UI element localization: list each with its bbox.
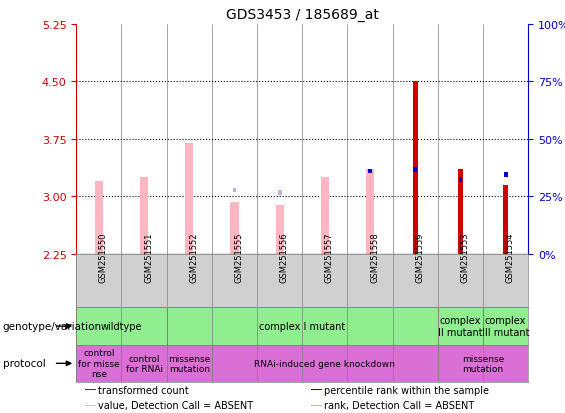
Bar (76, 345, 121, 382)
Bar (412, 82, 418, 254)
Bar (438, 345, 528, 382)
Text: GSM251550: GSM251550 (99, 232, 108, 282)
Text: GSM251559: GSM251559 (415, 232, 424, 282)
Bar (368, 169, 372, 174)
Bar (212, 345, 438, 382)
Text: complex I mutant: complex I mutant (259, 321, 345, 331)
Bar (185, 143, 193, 254)
Text: rank, Detection Call = ABSENT: rank, Detection Call = ABSENT (324, 400, 474, 410)
Bar (311, 389, 322, 390)
Text: GSM251554: GSM251554 (506, 232, 515, 282)
Bar (503, 185, 508, 254)
Bar (76, 308, 167, 345)
Bar (483, 308, 528, 345)
Bar (438, 308, 483, 345)
Text: genotype/variation: genotype/variation (3, 321, 102, 331)
Bar (167, 308, 438, 345)
Text: GSM251556: GSM251556 (280, 231, 289, 282)
Text: missense
mutation: missense mutation (462, 354, 504, 373)
Bar (278, 190, 281, 195)
Bar (276, 206, 284, 254)
Bar (504, 173, 507, 178)
Text: GSM251553: GSM251553 (460, 231, 470, 282)
Text: transformed count: transformed count (98, 385, 189, 395)
Text: GSM251555: GSM251555 (234, 232, 244, 282)
Bar (85, 389, 96, 390)
Text: complex
II mutant: complex II mutant (438, 316, 483, 337)
Text: GSM251551: GSM251551 (144, 232, 153, 282)
Text: missense
mutation: missense mutation (168, 354, 210, 373)
Bar (321, 178, 329, 254)
Text: RNAi-induced gene knockdown: RNAi-induced gene knockdown (254, 359, 396, 368)
Bar (414, 168, 417, 172)
Text: GSM251557: GSM251557 (325, 231, 334, 282)
Bar (121, 345, 167, 382)
Text: wildtype: wildtype (101, 321, 142, 331)
Bar (459, 178, 462, 182)
Bar (95, 181, 103, 254)
Bar (311, 405, 322, 406)
Bar (85, 405, 96, 406)
Text: GSM251558: GSM251558 (370, 231, 379, 282)
Text: complex
III mutant: complex III mutant (482, 316, 529, 337)
Text: protocol: protocol (3, 358, 46, 368)
Bar (167, 345, 212, 382)
Bar (233, 188, 236, 193)
Text: control
for misse
nse: control for misse nse (78, 349, 120, 378)
Text: percentile rank within the sample: percentile rank within the sample (324, 385, 489, 395)
Text: value, Detection Call = ABSENT: value, Detection Call = ABSENT (98, 400, 253, 410)
Title: GDS3453 / 185689_at: GDS3453 / 185689_at (226, 8, 379, 22)
Bar (231, 202, 238, 254)
Bar (366, 170, 374, 254)
Bar (140, 178, 148, 254)
Text: GSM251552: GSM251552 (189, 232, 198, 282)
Text: control
for RNAi: control for RNAi (125, 354, 163, 373)
Bar (458, 170, 463, 254)
